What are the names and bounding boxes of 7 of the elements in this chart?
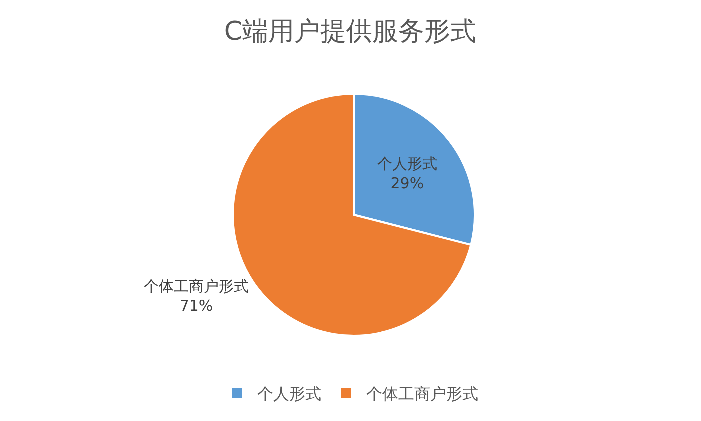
data-label: 71% xyxy=(180,296,214,315)
legend-label: 个人形式 xyxy=(258,384,322,404)
slice-label: 个体工商户形式 xyxy=(144,277,250,296)
slice-label: 个人形式 xyxy=(377,154,438,173)
data-label: 29% xyxy=(390,174,424,192)
chart-title: C端用户提供服务形式 xyxy=(224,16,477,47)
legend-label: 个体工商户形式 xyxy=(366,384,478,404)
